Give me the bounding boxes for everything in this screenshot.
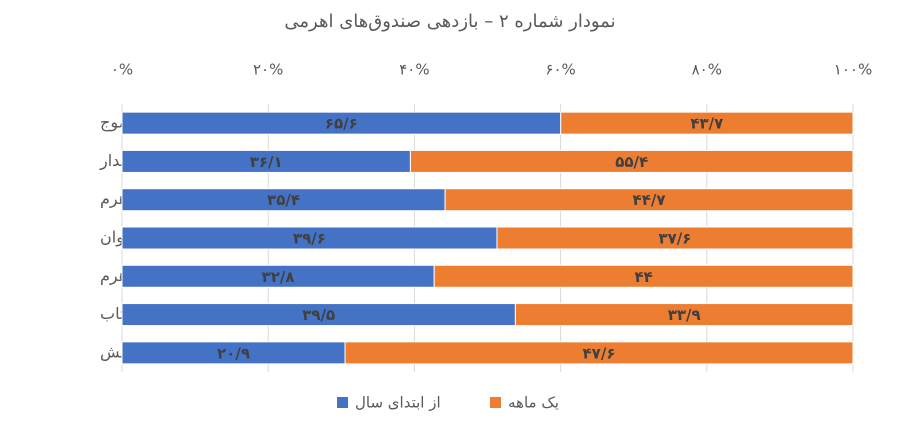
data-label: ۳۷/۶ <box>659 230 692 248</box>
bar-segment <box>433 264 854 288</box>
x-tick-label: ۶۰% <box>545 61 575 79</box>
data-label: ۶۵/۶ <box>325 115 358 133</box>
x-tick-label: ۸۰% <box>692 61 722 79</box>
data-label: ۲۰/۹ <box>217 344 250 362</box>
bar-segment <box>514 303 854 327</box>
bar-segment <box>444 188 854 212</box>
data-label: ۳۹/۵ <box>302 306 335 324</box>
data-label: ۴۳/۷ <box>690 115 723 133</box>
data-label: ۳۳/۹ <box>668 306 701 324</box>
data-label: ۳۲/۸ <box>262 268 295 286</box>
x-tick-label: ۲۰% <box>253 61 283 79</box>
data-label: ۴۷/۶ <box>583 344 616 362</box>
x-tick-label: ۴۰% <box>399 61 429 79</box>
legend-swatch <box>490 397 501 408</box>
data-label: ۴۴/۷ <box>633 191 666 209</box>
legend-label: یک ماهه <box>508 394 559 412</box>
legend-swatch <box>337 397 348 408</box>
y-tick-label: موج <box>100 113 127 133</box>
bar-segment <box>496 226 854 250</box>
data-label: ۳۵/۴ <box>267 191 300 209</box>
x-tick-label: ۰% <box>111 61 133 79</box>
data-label: ۳۶/۱ <box>250 153 283 171</box>
bar-segment <box>560 111 854 135</box>
data-label: ۴۴ <box>634 268 652 286</box>
bar-segment <box>409 149 854 173</box>
chart-title: نمودار شماره ۲ – بازدهی صندوق‌های اهرمی <box>284 11 615 32</box>
bar-segment <box>344 341 854 365</box>
legend-label: از ابتدای سال <box>355 394 441 412</box>
x-tick-label: ۱۰۰% <box>834 61 872 79</box>
data-label: ۵۵/۴ <box>615 153 648 171</box>
data-label: ۳۹/۶ <box>293 230 326 248</box>
